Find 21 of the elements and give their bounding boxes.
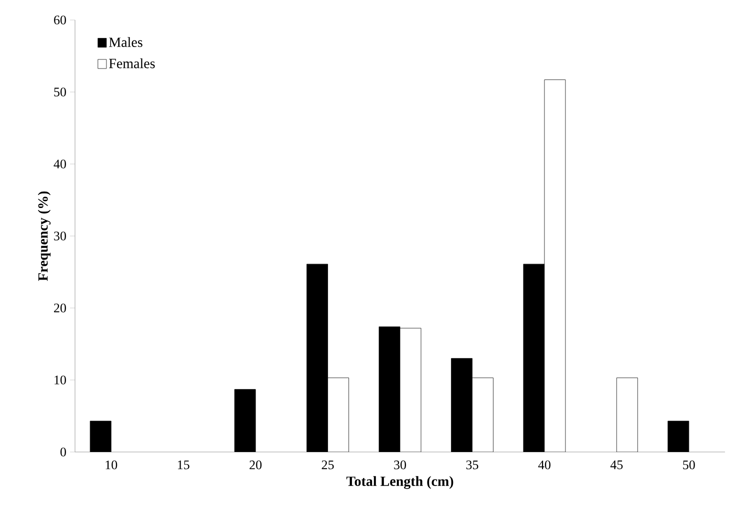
x-tick-label: 10 xyxy=(106,460,118,470)
y-tick-label: 10 xyxy=(54,376,66,384)
y-tick-label: 30 xyxy=(54,232,66,240)
y-tick-label: 0 xyxy=(60,448,66,456)
y-tick-label: 20 xyxy=(54,304,66,312)
x-tick-label: 45 xyxy=(610,460,623,470)
x-tick-label: 30 xyxy=(394,460,406,470)
y-tick-label: 40 xyxy=(54,160,66,168)
y-tick-label: 60 xyxy=(54,16,66,24)
legend-label: Females xyxy=(109,58,155,68)
x-tick-label: 35 xyxy=(466,460,478,470)
x-tick-label: 15 xyxy=(178,460,190,470)
y-axis-title: Frequency (%) xyxy=(38,191,51,281)
bar xyxy=(616,378,638,452)
legend-label: Males xyxy=(109,37,142,48)
x-tick-label: 40 xyxy=(538,460,550,470)
x-tick-label: 20 xyxy=(250,460,262,470)
y-tick-label: 50 xyxy=(54,88,66,96)
x-tick-label: 25 xyxy=(322,460,334,470)
x-axis-title: Total Length (cm) xyxy=(346,476,454,489)
x-tick-label: 50 xyxy=(683,460,695,470)
